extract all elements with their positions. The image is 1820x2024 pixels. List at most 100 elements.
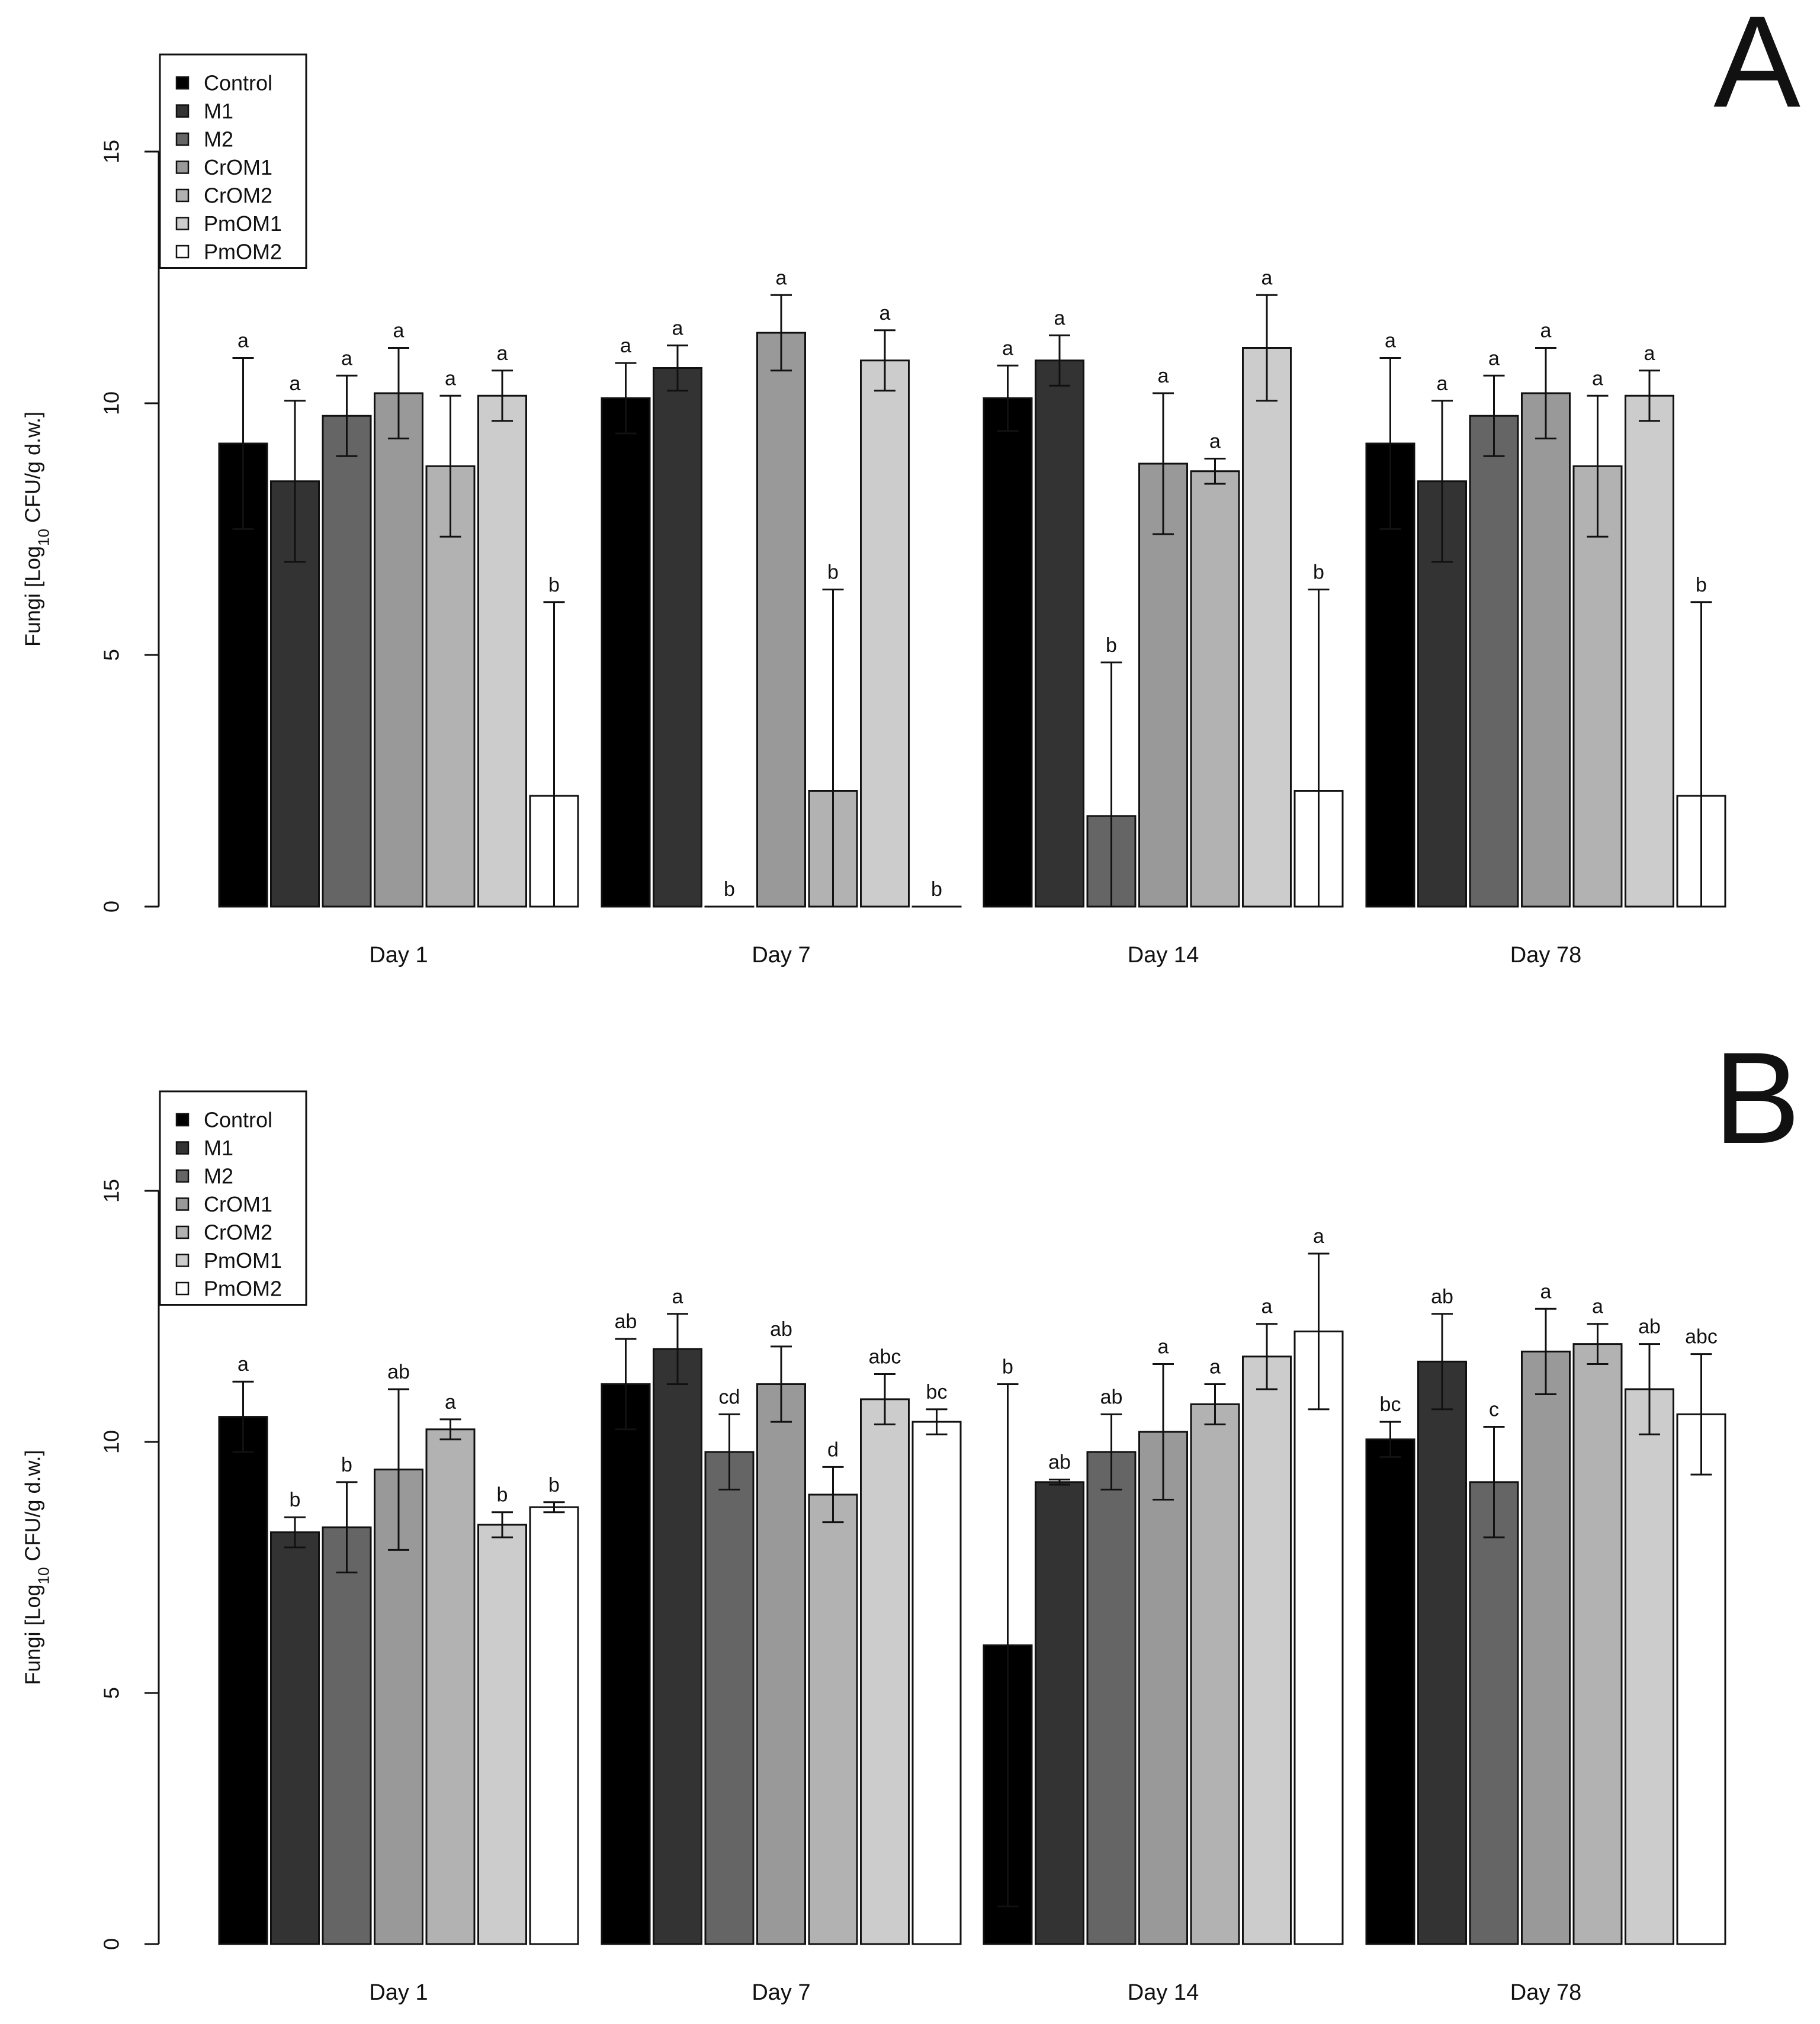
panel-a-bar — [601, 397, 651, 908]
panel-b-bar — [1521, 1350, 1571, 1945]
panel-b-bar — [425, 1428, 476, 1945]
panel-a-significance-letter: a — [1592, 367, 1603, 390]
panel-a-significance-letter: a — [1385, 330, 1396, 352]
panel-letter-b: B — [1713, 1025, 1800, 1171]
panel-a-significance-letter: a — [341, 347, 352, 370]
panel-b-significance-letter: b — [548, 1474, 560, 1496]
panel-b-significance-letter: ab — [615, 1310, 637, 1333]
panel-b-significance-letter: a — [1262, 1296, 1273, 1318]
panel-a-y-axis-title: Fungi [Log10 CFU/g d.w.] — [21, 412, 53, 647]
panel-b-x-category-label: Day 14 — [1128, 1980, 1199, 2005]
panel-b-significance-letter: abc — [869, 1346, 901, 1368]
panel-a-bar — [1521, 392, 1571, 908]
panel-b-significance-letter: cd — [719, 1386, 740, 1408]
panel-a-legend-label: Control — [204, 71, 272, 95]
panel-a-significance-letter: a — [1488, 347, 1500, 370]
panel-a-significance-letter: a — [1158, 365, 1169, 387]
panel-a-y-tick-label-5: 5 — [99, 649, 124, 661]
panel-b-bar — [1417, 1360, 1467, 1945]
panel-a-legend-swatch — [175, 132, 190, 146]
panel-a-significance-letter: a — [776, 266, 787, 289]
panel-b-x-category-label: Day 1 — [369, 1980, 428, 2005]
panel-a-bar — [653, 367, 702, 908]
panel-a-bar — [374, 392, 423, 908]
panel-a-bar — [983, 397, 1033, 908]
panel-b-bar — [477, 1524, 527, 1945]
panel-a-significance-letter: a — [393, 320, 405, 342]
panel-b-bar — [756, 1383, 806, 1945]
panel-a-bar — [1190, 470, 1240, 908]
panel-b-bar — [1469, 1481, 1519, 1945]
panel-b-bar — [1625, 1388, 1674, 1945]
panel-b-bar — [1242, 1355, 1292, 1945]
panel-b-bar — [1190, 1403, 1240, 1945]
panel-a-bar — [477, 394, 527, 908]
panel-b-bar — [1365, 1438, 1415, 1945]
panel-a-legend-label: PmOM2 — [204, 240, 282, 264]
panel-b-legend-label: M1 — [204, 1136, 233, 1160]
panel-a-significance-letter: a — [1054, 307, 1065, 329]
panel-b-significance-letter: b — [341, 1454, 352, 1476]
panel-a-y-tick-label-15: 15 — [99, 140, 124, 163]
panel-b-significance-letter: a — [1540, 1280, 1552, 1303]
panel-b-significance-letter: ab — [1100, 1386, 1123, 1408]
panel-b-significance-letter: d — [827, 1438, 839, 1461]
panel-b-legend-swatch — [175, 1281, 190, 1296]
panel-b-significance-letter: ab — [387, 1361, 410, 1383]
panel-b-significance-letter: a — [1209, 1355, 1221, 1378]
panel-a-legend-swatch — [175, 217, 190, 230]
panel-a-legend-swatch — [175, 104, 190, 118]
panel-b-significance-letter: a — [445, 1391, 456, 1413]
panel-b-significance-letter: a — [1592, 1296, 1603, 1318]
panel-b-significance-letter: b — [497, 1484, 508, 1506]
panel-b-bar — [1572, 1343, 1623, 1945]
panel-b-significance-letter: a — [237, 1353, 249, 1376]
panel-b-bar — [1676, 1413, 1726, 1945]
panel-b-bar — [529, 1506, 579, 1945]
panel-a-significance-letter: b — [1106, 634, 1117, 657]
panel-b-y-axis-title-part: Fungi [Log — [21, 1584, 45, 1685]
panel-a-legend-swatch — [175, 188, 190, 203]
panel-a-bar — [425, 465, 476, 908]
panel-a-significance-letter: b — [1696, 574, 1707, 596]
panel-b-legend-label: Control — [204, 1108, 272, 1132]
panel-b-bar — [218, 1416, 268, 1945]
panel-a-legend-swatch — [175, 76, 190, 90]
panel-b-significance-letter: c — [1489, 1399, 1499, 1421]
panel-a-bar — [1625, 394, 1674, 908]
panel-letter-a: A — [1713, 0, 1800, 134]
panel-b-bar — [911, 1421, 962, 1945]
panel-b-legend-swatch — [175, 1254, 190, 1267]
panel-b-bar — [1086, 1451, 1137, 1945]
panel-a-bar — [860, 359, 910, 908]
panel-b-legend-label: CrOM1 — [204, 1192, 272, 1216]
panel-b-bar — [860, 1398, 910, 1945]
panel-a-significance-letter: b — [931, 878, 942, 901]
panel-a-significance-letter: a — [879, 302, 891, 325]
panel-b-y-tick-label-5: 5 — [99, 1687, 124, 1699]
panel-a-significance-letter: a — [1540, 320, 1552, 342]
panel-a-significance-letter: b — [548, 574, 560, 596]
panel-b-significance-letter: abc — [1685, 1326, 1718, 1348]
panel-b-significance-letter: ab — [1431, 1286, 1453, 1308]
panel-a-x-category-label: Day 7 — [752, 943, 810, 968]
panel-a-bar — [1035, 359, 1084, 908]
panel-a-x-category-label: Day 78 — [1510, 943, 1581, 968]
panel-a-bar — [1138, 462, 1188, 908]
panel-a-significance-letter: a — [620, 335, 631, 357]
panel-b-y-tick-label-15: 15 — [99, 1179, 124, 1203]
panel-b-significance-letter: ab — [770, 1318, 792, 1341]
panel-b-bar — [601, 1383, 651, 1945]
panel-b-y-axis-title-part: CFU/g d.w.] — [21, 1450, 45, 1567]
panel-b-significance-letter: b — [1002, 1355, 1013, 1378]
panel-a-bar — [756, 332, 806, 908]
panel-b-y-tick-label-10: 10 — [99, 1430, 124, 1454]
panel-a-bar — [322, 415, 372, 908]
panel-a-legend-label: M1 — [204, 99, 233, 123]
panel-a-y-axis-title-part: Fungi [Log — [21, 546, 45, 647]
panel-b-legend-swatch — [175, 1141, 190, 1155]
panel-a-significance-letter: b — [1313, 561, 1324, 584]
